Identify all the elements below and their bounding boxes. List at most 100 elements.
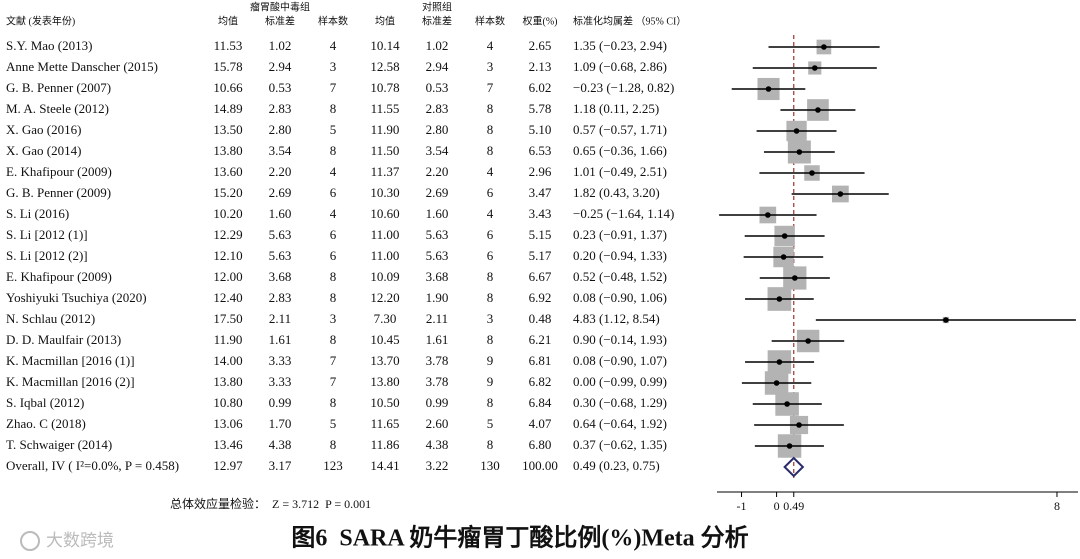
table-cell: 8	[487, 269, 494, 284]
point-estimate	[943, 317, 949, 323]
point-estimate	[815, 107, 821, 113]
table-cell: 6	[487, 248, 494, 263]
table-cell: 11.00	[371, 248, 400, 263]
table-cell: 8	[330, 437, 337, 452]
table-cell: 2.11	[269, 311, 291, 326]
table-cell: 2.69	[269, 185, 292, 200]
column-header: 标准化均属差 （95% CI）	[573, 14, 686, 27]
table-cell: 8	[330, 290, 337, 305]
table-cell: 14.41	[370, 458, 399, 473]
table-cell: 6	[330, 248, 337, 263]
effect-label: 1.09 (−0.68, 2.86)	[573, 59, 667, 74]
table-cell: 11.00	[371, 227, 400, 242]
column-header: 标准差	[422, 14, 452, 27]
effect-label: 0.52 (−0.48, 1.52)	[573, 269, 667, 284]
table-cell: 2.80	[269, 122, 292, 137]
study-name: S.Y. Mao (2013)	[6, 38, 92, 53]
table-cell: 9	[487, 374, 494, 389]
table-cell: 10.14	[370, 38, 400, 53]
table-cell: 8	[330, 269, 337, 284]
table-cell: 13.80	[370, 374, 399, 389]
table-cell: 10.66	[213, 80, 243, 95]
table-cell: 5	[330, 416, 337, 431]
footer: 总体效应量检验： Z = 3.712 P = 0.001	[170, 496, 371, 511]
table-cell: 8	[487, 122, 494, 137]
study-name: K. Macmillan [2016 (2)]	[6, 374, 135, 389]
study-name: T. Schwaiger (2014)	[6, 437, 112, 452]
column-header: 文献 (发表年份)	[6, 14, 75, 27]
table-cell: 0.53	[269, 80, 292, 95]
table-cell: 4	[330, 164, 337, 179]
table-cell: 0.53	[426, 80, 449, 95]
table-cell: 7.30	[374, 311, 397, 326]
weight: 0.48	[529, 311, 552, 326]
table-cell: 7	[330, 374, 337, 389]
table-cell: 6	[330, 185, 337, 200]
table-cell: 4	[487, 206, 494, 221]
table-cell: 2.69	[426, 185, 449, 200]
weight: 5.17	[529, 248, 552, 263]
weight: 5.78	[529, 101, 552, 116]
table-cell: 11.37	[371, 164, 400, 179]
point-estimate	[811, 65, 818, 71]
table-cell: 13.06	[213, 416, 243, 431]
table-cell: 10.80	[213, 395, 242, 410]
weight: 100.00	[522, 458, 558, 473]
weight: 3.47	[529, 185, 552, 200]
weight: 6.81	[529, 353, 552, 368]
table-cell: 14.89	[213, 101, 242, 116]
table-cell: 3.78	[426, 374, 449, 389]
weight: 5.10	[529, 122, 552, 137]
table-cell: 6	[330, 227, 337, 242]
table-cell: 2.11	[426, 311, 448, 326]
table-cell: 13.60	[213, 164, 242, 179]
column-header: 样本数	[318, 14, 348, 27]
column-header: 均值	[218, 14, 238, 27]
column-header: 均值	[375, 14, 395, 27]
table-cell: 8	[487, 290, 494, 305]
table-cell: 3	[487, 311, 494, 326]
effect-label: 0.37 (−0.62, 1.35)	[573, 437, 667, 452]
effect-label: 0.08 (−0.90, 1.06)	[573, 290, 667, 305]
weight: 6.21	[529, 332, 552, 347]
point-estimate	[776, 359, 783, 365]
table-cell: 130	[480, 458, 500, 473]
table-cell: 11.50	[371, 143, 400, 158]
table-cell: 10.20	[213, 206, 242, 221]
group-header: 瘤胃酸中毒组	[250, 0, 310, 13]
table-cell: 4	[330, 206, 337, 221]
x-tick-label: 0	[774, 499, 780, 513]
effect-label: 0.65 (−0.36, 1.66)	[573, 143, 667, 158]
table-cell: 0.99	[269, 395, 292, 410]
table-cell: 3.54	[269, 143, 292, 158]
weight: 3.43	[529, 206, 552, 221]
study-name: X. Gao (2014)	[6, 143, 81, 158]
column-header: 标准差	[265, 14, 295, 27]
point-estimate	[805, 338, 811, 344]
point-estimate	[796, 422, 802, 428]
point-estimate	[792, 275, 798, 281]
study-name: G. B. Penner (2009)	[6, 185, 111, 200]
effect-label: 0.64 (−0.64, 1.92)	[573, 416, 667, 431]
table-cell: 5	[330, 122, 337, 137]
table-cell: 11.86	[371, 437, 400, 452]
effect-label: 4.83 (1.12, 8.54)	[573, 311, 660, 326]
study-name: S. Iqbal (2012)	[6, 395, 84, 410]
table-cell: 12.00	[213, 269, 242, 284]
table-cell: 3.33	[269, 374, 292, 389]
point-estimate	[786, 443, 793, 449]
table-cell: 1.02	[426, 38, 449, 53]
weight: 6.92	[529, 290, 552, 305]
x-tick-label: 0.49	[783, 499, 804, 513]
study-name: M. A. Steele (2012)	[6, 101, 109, 116]
table-cell: 1.70	[269, 416, 292, 431]
table-cell: 13.80	[213, 143, 242, 158]
table-cell: 12.20	[370, 290, 399, 305]
table-cell: 8	[330, 143, 337, 158]
table-cell: 3	[330, 311, 337, 326]
table-cell: 2.20	[269, 164, 292, 179]
table-cell: 1.90	[426, 290, 449, 305]
table-cell: 4	[330, 38, 337, 53]
table-cell: 9	[487, 353, 494, 368]
table-cell: 12.97	[213, 458, 243, 473]
